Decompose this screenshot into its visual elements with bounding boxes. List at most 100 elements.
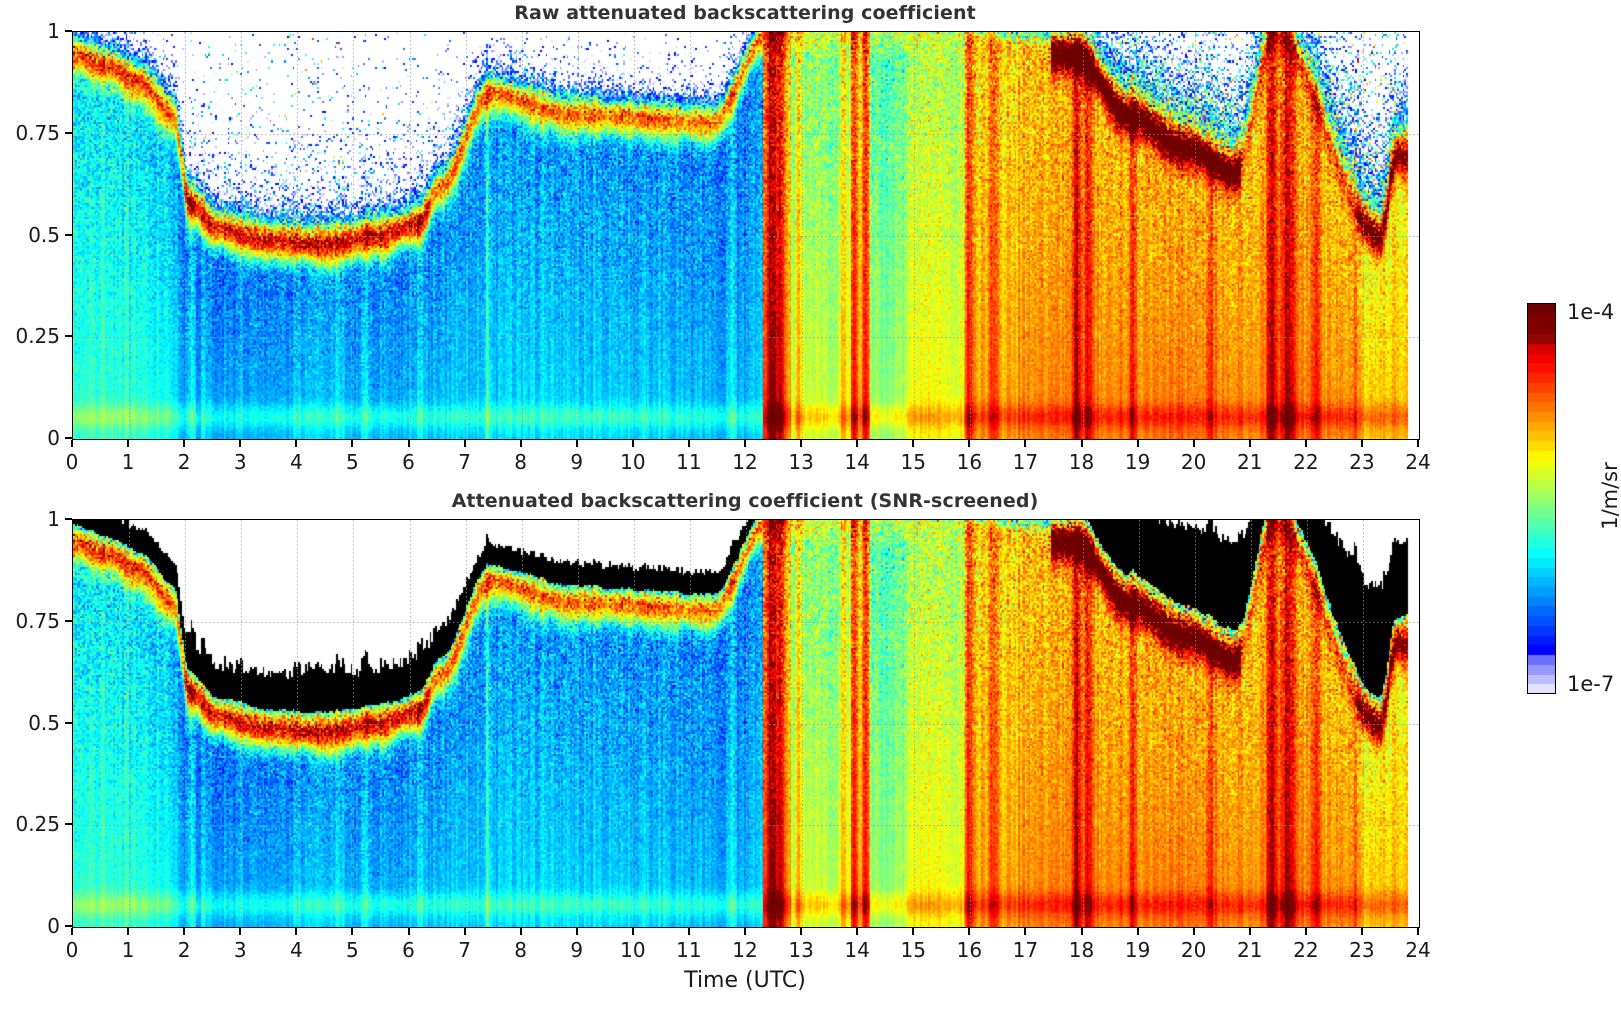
x-tick-mark — [1136, 440, 1139, 447]
x-tick-label: 15 — [900, 450, 926, 474]
x-tick-mark — [1304, 440, 1307, 447]
y-tick-mark — [65, 437, 72, 439]
y-tick-label: 0.75 — [15, 120, 60, 145]
y-tick-mark — [65, 619, 72, 622]
y-tick-mark — [65, 823, 72, 826]
y-tick-mark — [65, 335, 72, 338]
x-tick-label: 17 — [1012, 938, 1039, 962]
x-tick-mark — [1080, 928, 1083, 935]
x-tick-label: 24 — [1405, 938, 1431, 962]
colorbar-unit-label: 1/m/sr — [1598, 461, 1621, 530]
x-tick-mark — [856, 928, 859, 935]
x-tick-mark — [239, 928, 242, 935]
x-tick-mark — [856, 440, 859, 447]
x-tick-mark — [687, 928, 690, 935]
x-tick-mark — [744, 440, 746, 447]
x-tick-mark — [183, 440, 186, 447]
colorbar-canvas — [1528, 304, 1555, 693]
y-tick-mark — [65, 518, 72, 520]
x-tick-label: 22 — [1293, 450, 1319, 474]
x-tick-label: 12 — [732, 938, 758, 962]
x-tick-mark — [744, 928, 746, 935]
x-tick-label: 17 — [1012, 450, 1039, 474]
x-tick-label: 16 — [956, 938, 983, 962]
x-tick-label: 19 — [1124, 450, 1151, 474]
y-tick-label: 0.25 — [15, 812, 60, 837]
x-tick-mark — [912, 440, 915, 447]
y-tick-label: 0.5 — [28, 222, 60, 247]
x-tick-label: 21 — [1237, 938, 1263, 962]
x-tick-label: 18 — [1068, 450, 1095, 474]
x-tick-label: 11 — [676, 938, 702, 962]
x-tick-mark — [1192, 440, 1195, 447]
x-tick-mark — [183, 928, 186, 935]
x-tick-mark — [71, 928, 73, 935]
x-tick-label: 10 — [620, 938, 646, 962]
x-tick-label: 20 — [1180, 450, 1207, 474]
x-tick-mark — [575, 440, 578, 447]
x-tick-mark — [800, 928, 803, 935]
x-tick-label: 5 — [346, 938, 359, 962]
x-tick-label: 20 — [1180, 938, 1207, 962]
x-tick-mark — [127, 440, 130, 447]
x-tick-mark — [1248, 440, 1251, 447]
x-tick-label: 16 — [956, 450, 983, 474]
x-tick-label: 13 — [788, 938, 814, 962]
x-tick-mark — [800, 440, 803, 447]
y-tick-mark — [65, 131, 72, 134]
x-tick-label: 6 — [402, 938, 415, 962]
x-tick-mark — [407, 928, 410, 935]
y-tick-label: 0.75 — [15, 608, 60, 633]
y-tick-label: 1 — [47, 507, 60, 531]
y-tick-mark — [65, 721, 72, 724]
x-tick-mark — [407, 440, 410, 447]
x-tick-label: 7 — [458, 938, 471, 962]
y-tick-label: 0.5 — [28, 710, 60, 735]
x-tick-mark — [351, 440, 354, 447]
x-tick-label: 9 — [570, 450, 584, 474]
panel-raw-title: Raw attenuated backscattering coefficien… — [514, 2, 976, 24]
y-tick-mark — [65, 30, 72, 32]
x-tick-mark — [687, 440, 690, 447]
x-tick-label: 11 — [676, 450, 702, 474]
x-tick-label: 4 — [289, 938, 303, 962]
x-tick-mark — [1417, 440, 1419, 447]
x-tick-label: 1 — [121, 938, 135, 962]
x-tick-mark — [912, 928, 915, 935]
x-tick-mark — [1248, 928, 1251, 935]
panel-screened-title: Attenuated backscattering coefficient (S… — [451, 490, 1039, 512]
x-tick-mark — [295, 928, 298, 935]
x-tick-label: 24 — [1405, 450, 1431, 474]
x-tick-label: 7 — [458, 450, 471, 474]
x-tick-label: 2 — [177, 450, 191, 474]
y-tick-mark — [65, 925, 72, 927]
x-tick-mark — [1417, 928, 1419, 935]
x-tick-mark — [968, 928, 971, 935]
x-tick-label: 4 — [289, 450, 303, 474]
x-tick-label: 10 — [620, 450, 646, 474]
x-tick-label: 14 — [844, 450, 870, 474]
x-tick-mark — [1360, 928, 1363, 935]
x-tick-label: 21 — [1237, 450, 1263, 474]
x-tick-label: 23 — [1349, 938, 1375, 962]
x-tick-mark — [1360, 440, 1363, 447]
colorbar-gradient — [1527, 303, 1556, 694]
x-tick-label: 8 — [514, 450, 528, 474]
y-tick-label: 0.25 — [15, 324, 60, 349]
x-tick-mark — [1304, 928, 1307, 935]
x-tick-mark — [463, 928, 466, 935]
x-tick-label: 5 — [346, 450, 359, 474]
x-tick-mark — [1024, 928, 1027, 935]
x-axis-label: Time (UTC) — [684, 968, 806, 993]
x-tick-mark — [519, 928, 522, 935]
y-tick-label: 0 — [47, 914, 60, 938]
x-tick-mark — [351, 928, 354, 935]
x-tick-mark — [1192, 928, 1195, 935]
x-tick-mark — [71, 440, 73, 447]
y-tick-label: 0 — [47, 426, 60, 450]
x-tick-label: 9 — [570, 938, 584, 962]
x-tick-label: 0 — [65, 450, 79, 474]
x-tick-label: 15 — [900, 938, 926, 962]
x-tick-mark — [631, 928, 634, 935]
